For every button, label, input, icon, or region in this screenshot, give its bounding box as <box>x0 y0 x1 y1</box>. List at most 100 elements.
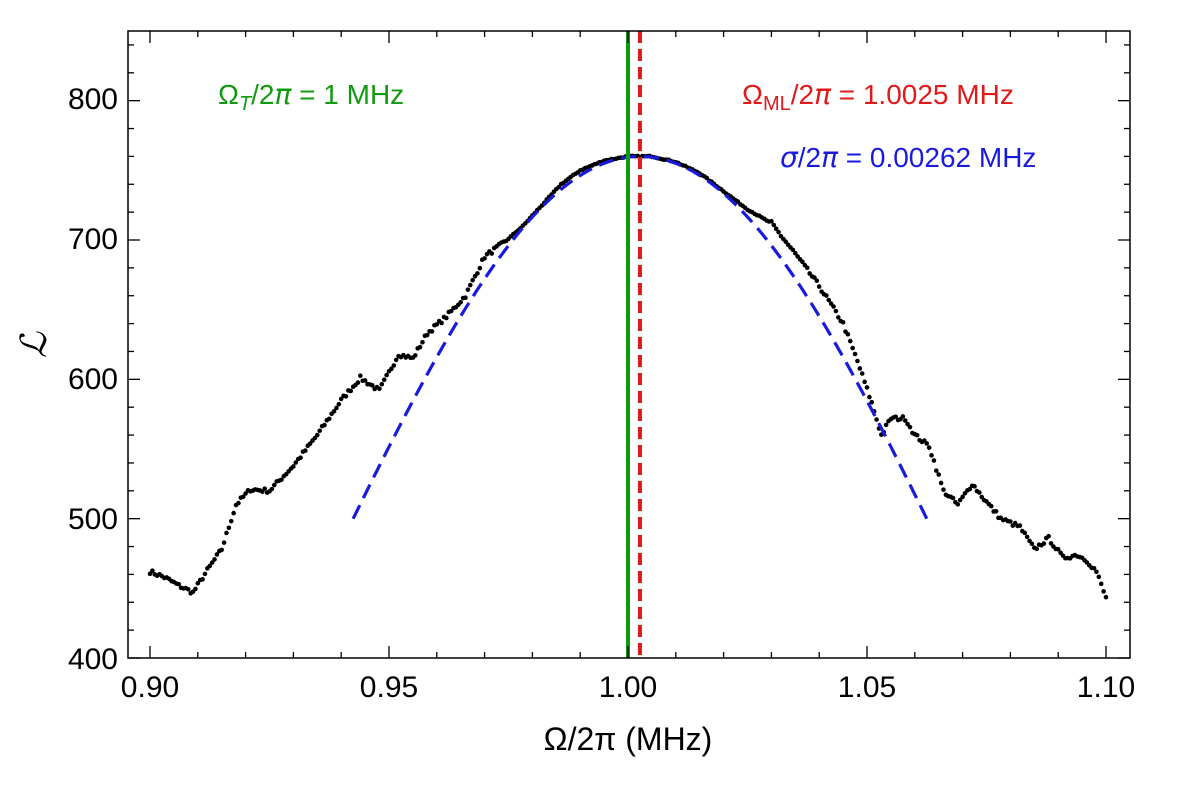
data-point <box>836 315 841 320</box>
y-tick-label: 600 <box>68 363 118 396</box>
data-point <box>800 259 805 265</box>
plot-frame <box>127 30 1131 659</box>
x-axis-title: Ω/2π (MHz) <box>544 721 713 757</box>
data-point <box>240 494 246 500</box>
data-point <box>226 525 232 531</box>
data-point <box>147 571 153 577</box>
data-point <box>348 388 354 394</box>
data-point <box>804 265 810 271</box>
data-point <box>857 366 863 371</box>
data-point <box>475 271 480 276</box>
value: = 1.0025 MHz <box>831 79 1014 110</box>
data-point <box>207 563 213 569</box>
data-point <box>219 547 224 553</box>
x-tick-label: 1.10 <box>1077 671 1135 704</box>
data-point <box>391 363 397 368</box>
data-point <box>1017 523 1023 528</box>
data-point <box>864 385 870 390</box>
data-point <box>929 453 934 458</box>
axis-ticks <box>128 31 1130 659</box>
data-point <box>938 480 944 486</box>
fraction: /2 <box>791 79 814 110</box>
pi-symbol: π <box>821 141 839 174</box>
fraction: /2 <box>798 142 821 173</box>
sigma-label: σ/2π = 0.00262 MHz <box>780 141 1036 174</box>
data-point <box>977 490 982 495</box>
data-point <box>924 441 930 446</box>
data-point <box>960 494 965 500</box>
data-point <box>907 424 913 430</box>
subscript: ML <box>763 93 791 115</box>
omega-symbol: Ω <box>218 79 239 110</box>
data-point <box>439 320 444 326</box>
data-point <box>914 432 920 438</box>
data-point <box>269 486 275 492</box>
data-point <box>463 295 468 301</box>
data-point <box>429 329 435 334</box>
data-point <box>556 184 561 190</box>
data-point <box>869 399 875 405</box>
data-point <box>840 319 846 325</box>
data-point <box>271 482 277 488</box>
data-point <box>1055 546 1061 552</box>
data-point <box>334 405 339 411</box>
data-point <box>315 432 320 438</box>
data-point <box>389 366 394 372</box>
data-point <box>362 378 368 383</box>
data-point <box>1096 574 1102 580</box>
data-point <box>417 344 423 350</box>
data-point <box>1094 569 1099 575</box>
data-point <box>377 386 382 392</box>
y-axis-title: ℒ <box>14 331 55 358</box>
data-point <box>926 445 932 450</box>
data-point <box>773 226 779 231</box>
data-point <box>291 464 296 469</box>
data-point <box>900 414 906 419</box>
data-point <box>867 394 872 400</box>
ml-estimate-label: ΩML/2π = 1.0025 MHz <box>742 78 1014 115</box>
data-point <box>1046 533 1051 539</box>
data-point <box>193 586 198 592</box>
data-point <box>326 416 332 422</box>
data-point <box>1091 565 1097 571</box>
data-point <box>1008 519 1013 524</box>
data-point <box>1101 589 1106 594</box>
data-point <box>1024 534 1030 540</box>
data-point <box>338 396 344 402</box>
data-point <box>941 487 946 492</box>
data-point <box>862 379 867 385</box>
data-point <box>303 448 308 453</box>
data-point <box>824 293 829 298</box>
true-frequency-label: ΩT/2π = 1 MHz <box>218 78 404 115</box>
pi-symbol: π <box>275 78 293 111</box>
data-point <box>384 372 389 378</box>
subscript: T <box>239 93 253 115</box>
data-point <box>957 497 963 503</box>
data-point <box>988 503 994 509</box>
data-point <box>855 358 860 364</box>
data-point <box>814 278 820 283</box>
data-point <box>448 308 454 314</box>
data-point <box>816 284 822 289</box>
data-point <box>444 315 449 321</box>
data-point <box>1103 594 1109 600</box>
data-point <box>972 484 977 489</box>
data-point <box>221 540 227 545</box>
data-point <box>331 409 337 414</box>
data-point <box>420 339 425 345</box>
value: = 1 MHz <box>291 79 404 110</box>
data-point <box>955 502 961 507</box>
data-point <box>831 304 836 309</box>
data-point <box>477 265 483 271</box>
data-point <box>228 518 234 524</box>
data-point <box>859 371 865 376</box>
x-tick-label: 0.95 <box>360 671 418 704</box>
data-point <box>902 418 908 423</box>
data-point <box>214 552 220 557</box>
data-point <box>845 331 851 337</box>
data-point <box>279 477 284 483</box>
data-point <box>1034 546 1039 552</box>
data-point <box>833 308 839 314</box>
data-point <box>482 256 487 261</box>
